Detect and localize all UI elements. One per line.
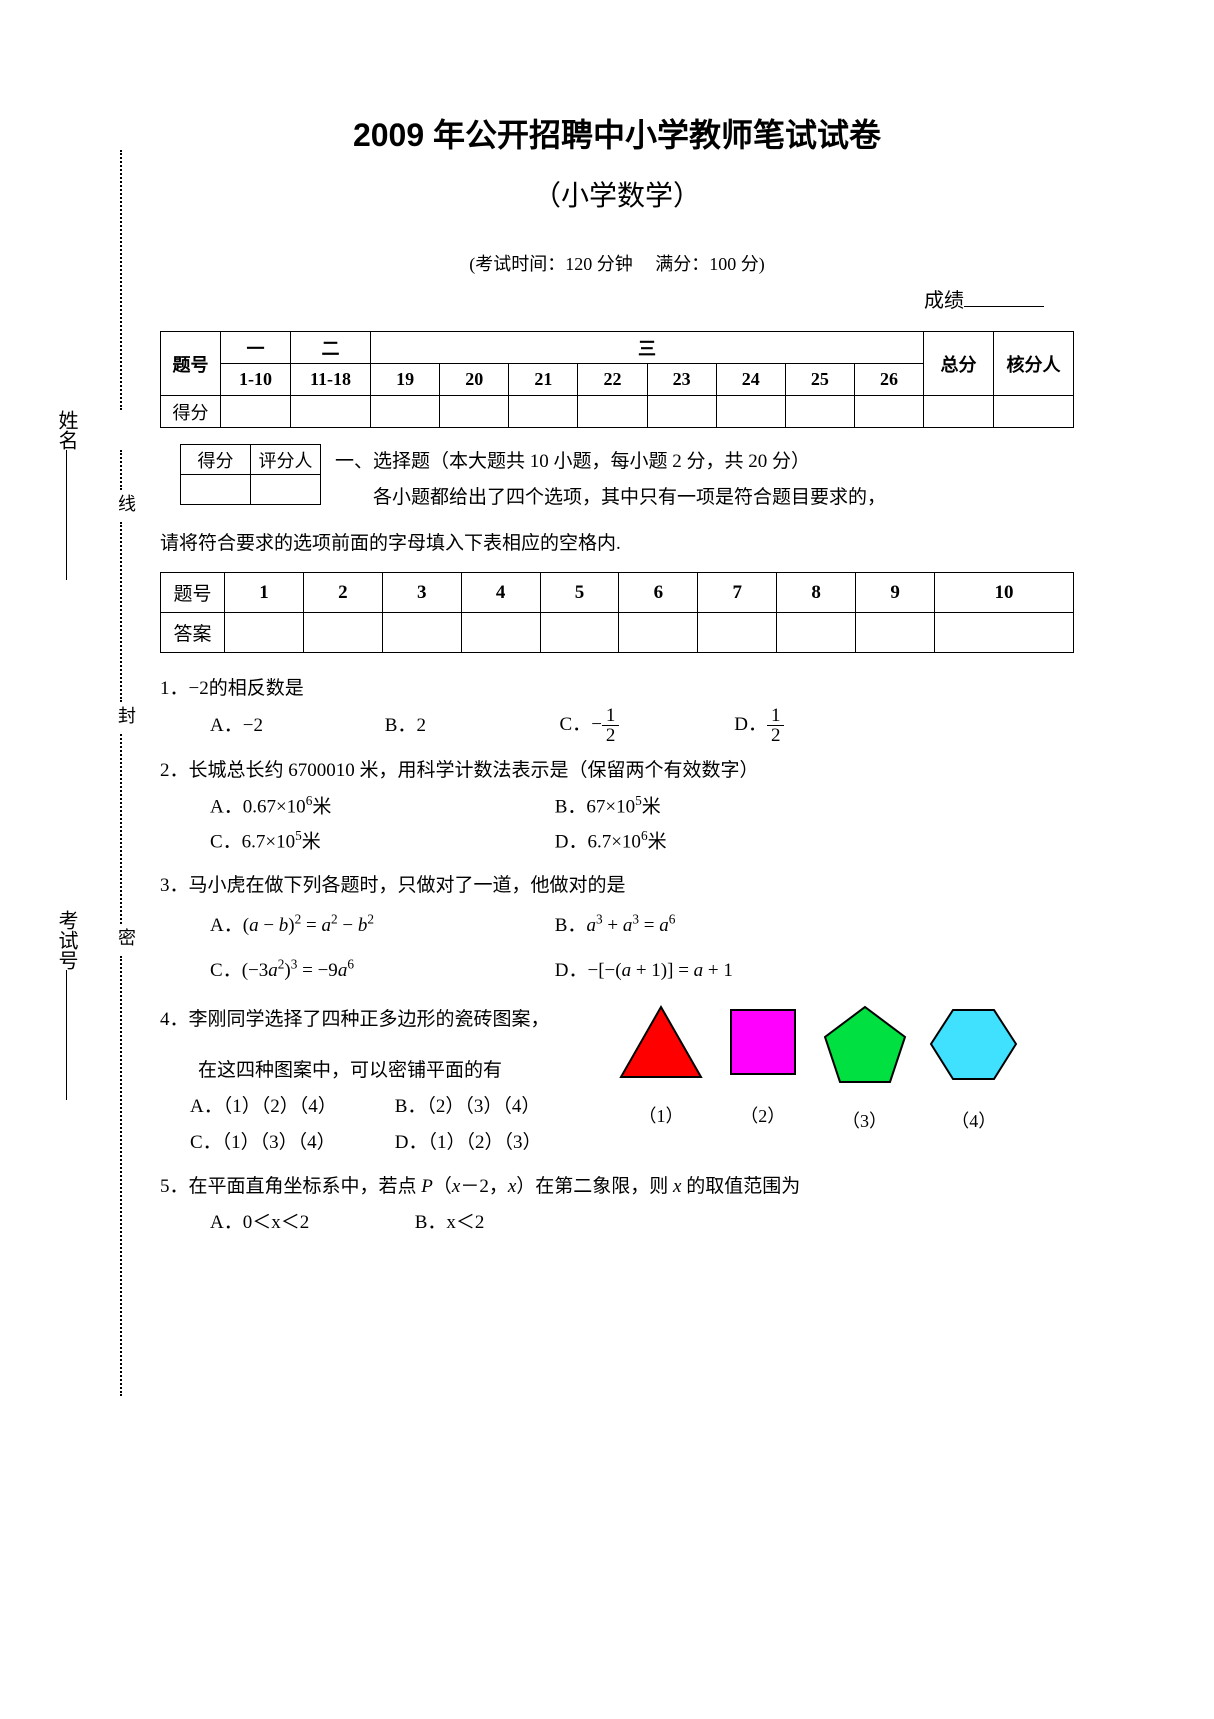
exam-subtitle: （小学数学） (160, 174, 1074, 214)
q4-opt-b: B．（2）（3）（4） (395, 1089, 565, 1124)
exam-title: 2009 年公开招聘中小学教师笔试试卷 (160, 110, 1074, 156)
q4-opt-d: D．（1）（2）（3） (395, 1125, 565, 1160)
q1-opt-b: B．2 (385, 708, 555, 743)
pentagon-icon (820, 1002, 910, 1087)
q2-opt-b: B．67×105米 (555, 789, 895, 824)
hexagon-icon (926, 1002, 1021, 1087)
question-3: 3．马小虎在做下列各题时，只做对了一道，他做对的是 A．(a − b)2 = a… (160, 868, 1074, 994)
exam-info: (考试时间：120 分钟 满分：100 分) (160, 250, 1074, 276)
q4-opt-c: C．（1）（3）（4） (190, 1125, 390, 1160)
q1-opt-d: D．12 (734, 706, 904, 745)
q3-opt-b: B．a3 + a3 = a6 (555, 903, 895, 949)
question-5: 5．在平面直角坐标系中，若点 P（x－2，x）在第二象限，则 x 的取值范围为 … (160, 1169, 1074, 1240)
score-table: 题号 一 二 三 总分 核分人 1-10 11-18 19 20 21 22 2… (160, 331, 1074, 428)
q2-opt-a: A．0.67×106米 (210, 789, 550, 824)
q1-opt-c: C．−12 (560, 706, 730, 745)
question-4: 4．李刚同学选择了四种正多边形的瓷砖图案， 在这四种图案中，可以密铺平面的有 A… (160, 1002, 1074, 1161)
question-1: 1．−2的相反数是 A．−2 B．2 C．−12 D．12 (160, 671, 1074, 745)
q4-shapes: （1） （2） （3） （4） (610, 1002, 1027, 1138)
q4-opt-a: A．（1）（2）（4） (190, 1089, 390, 1124)
q2-opt-d: D．6.7×106米 (555, 824, 895, 859)
q3-opt-c: C．(−3a2)3 = −9a6 (210, 948, 550, 994)
answer-table: 题号 12345678910 答案 (160, 572, 1074, 653)
grader-mini-table: 得分评分人 (180, 444, 321, 505)
score-line: 成绩 (160, 284, 1044, 313)
q1-opt-a: A．−2 (210, 708, 380, 743)
question-2: 2．长城总长约 6700010 米，用科学计数法表示是（保留两个有效数字） A．… (160, 753, 1074, 859)
q5-opt-a: A．0＜x＜2 (210, 1205, 410, 1240)
section1-desc2: 请将符合要求的选项前面的字母填入下表相应的空格内. (160, 526, 1074, 562)
q3-opt-a: A．(a − b)2 = a2 − b2 (210, 903, 550, 949)
q2-opt-c: C．6.7×105米 (210, 824, 550, 859)
square-icon (723, 1002, 803, 1082)
q3-opt-d: D．−[−(a + 1)] = a + 1 (555, 948, 895, 994)
triangle-icon (616, 1002, 706, 1082)
q5-opt-b: B．x＜2 (415, 1205, 585, 1240)
